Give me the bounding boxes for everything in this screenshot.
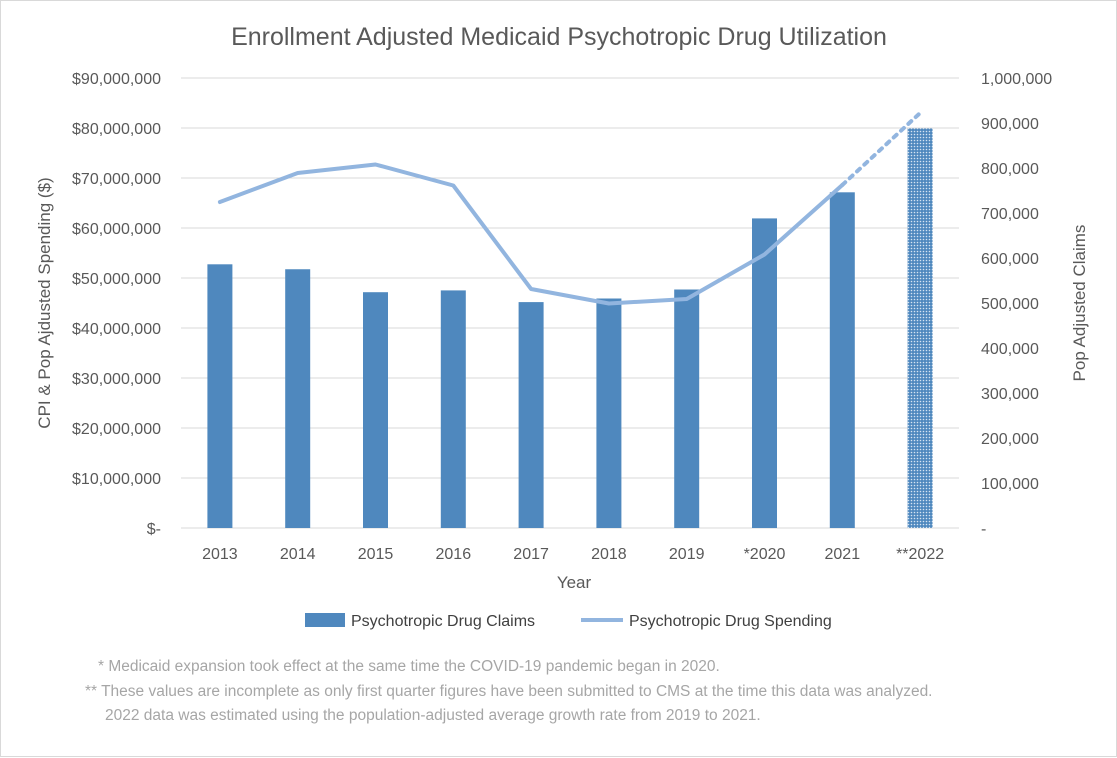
right-tick-label: 400,000	[981, 341, 1039, 358]
bar-claims	[285, 269, 311, 528]
legend-label-claims: Psychotropic Drug Claims	[351, 613, 535, 630]
bar-claims	[596, 298, 622, 528]
right-tick-label: 900,000	[981, 116, 1039, 133]
right-tick-label: 500,000	[981, 296, 1039, 313]
x-axis-title: Year	[557, 573, 592, 592]
x-tick-label: 2019	[669, 546, 705, 563]
right-tick-label: 1,000,000	[981, 71, 1052, 88]
left-tick-label: $90,000,000	[72, 71, 161, 88]
bar-claims	[752, 218, 777, 528]
x-tick-label: 2017	[513, 546, 549, 563]
x-tick-label: 2021	[825, 546, 861, 563]
bar-series	[207, 128, 933, 529]
legend: Psychotropic Drug Claims Psychotropic Dr…	[305, 613, 832, 630]
x-tick-label: *2020	[744, 546, 786, 563]
right-tick-label: 700,000	[981, 206, 1039, 223]
legend-swatch-claims	[305, 613, 345, 627]
footnote-1: * Medicaid expansion took effect at the …	[98, 658, 720, 675]
left-tick-label: $60,000,000	[72, 221, 161, 238]
right-tick-label: -	[981, 521, 986, 538]
left-tick-label: $30,000,000	[72, 371, 161, 388]
bar-claims	[207, 264, 233, 528]
left-tick-label: $20,000,000	[72, 421, 161, 438]
bar-claims	[518, 302, 544, 528]
right-tick-label: 100,000	[981, 476, 1039, 493]
left-tick-label: $-	[147, 521, 161, 538]
x-tick-label: 2014	[280, 546, 316, 563]
line-spending-estimated	[840, 111, 923, 187]
bar-claims-estimated	[907, 128, 933, 528]
left-tick-label: $10,000,000	[72, 471, 161, 488]
chart-title: Enrollment Adjusted Medicaid Psychotropi…	[231, 23, 887, 51]
bar-claims	[829, 192, 855, 529]
left-tick-label: $40,000,000	[72, 321, 161, 338]
left-tick-label: $50,000,000	[72, 271, 161, 288]
left-tick-label: $80,000,000	[72, 121, 161, 138]
right-tick-label: 600,000	[981, 251, 1039, 268]
bar-claims	[674, 289, 700, 528]
left-tick-label: $70,000,000	[72, 171, 161, 188]
bar-claims	[440, 290, 466, 528]
right-tick-label: 200,000	[981, 431, 1039, 448]
footnote-3: 2022 data was estimated using the popula…	[105, 707, 761, 724]
axes: $- $10,000,000 $20,000,000 $30,000,000 $40,0…	[72, 71, 1052, 563]
gridlines	[181, 77, 959, 529]
line-series	[217, 111, 923, 306]
line-spending	[217, 162, 845, 306]
left-axis-title: CPI & Pop Ajdusted Spending ($)	[35, 177, 54, 428]
footnote-2: ** These values are incomplete as only f…	[85, 683, 933, 700]
legend-label-spending: Psychotropic Drug Spending	[629, 613, 832, 630]
x-tick-label: 2015	[358, 546, 394, 563]
x-tick-label: **2022	[896, 546, 944, 563]
right-tick-label: 800,000	[981, 161, 1039, 178]
x-tick-label: 2016	[436, 546, 472, 563]
bar-claims	[363, 292, 388, 528]
x-tick-label: 2018	[591, 546, 627, 563]
x-tick-label: 2013	[202, 546, 238, 563]
right-tick-label: 300,000	[981, 386, 1039, 403]
right-axis-title: Pop Adjusted Claims	[1070, 225, 1089, 382]
